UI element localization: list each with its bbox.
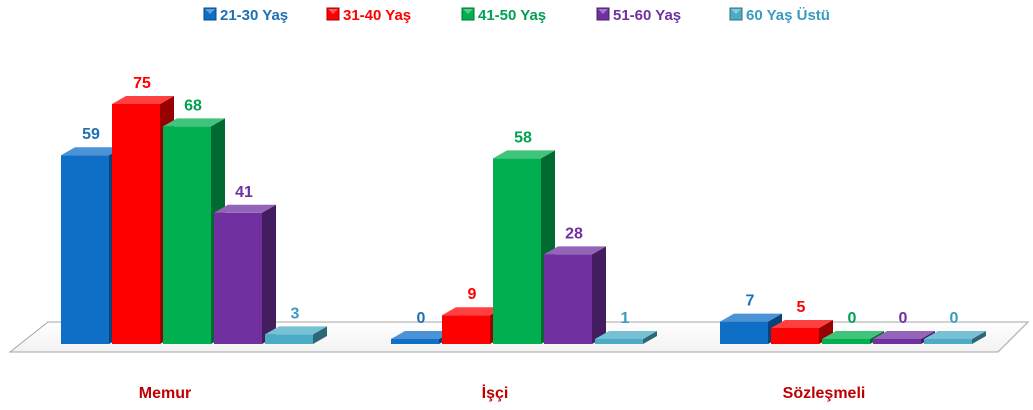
legend-item-60-yas-ustu: 60 Yaş Üstü xyxy=(729,7,830,24)
bar-isci-60-yas-ustu xyxy=(595,331,657,344)
bar-top xyxy=(391,331,453,339)
bar-top xyxy=(720,313,782,322)
data-label-isci-41-50-yas: 58 xyxy=(514,129,532,146)
bar-top xyxy=(771,320,833,328)
bar-top xyxy=(493,150,555,159)
bar-group-sozlesmeli xyxy=(720,313,986,344)
legend-item-41-50-yas: 41-50 Yaş xyxy=(461,7,546,24)
legend-item-51-60-yas: 51-60 Yaş xyxy=(596,7,681,24)
bar-side xyxy=(262,204,276,344)
data-label-sozlesmeli-31-40-yas: 5 xyxy=(797,299,806,316)
bar-front xyxy=(771,328,819,344)
bar-front xyxy=(214,212,262,344)
bar-top xyxy=(163,118,225,127)
bar-top xyxy=(595,331,657,339)
category-label-memur: Memur xyxy=(139,385,191,402)
legend-swatch-highlight xyxy=(328,9,338,14)
bar-group-isci xyxy=(391,150,657,344)
data-label-memur-41-50-yas: 68 xyxy=(184,97,202,114)
bar-front xyxy=(61,155,109,344)
bar-side xyxy=(643,331,657,344)
legend-label: 21-30 Yaş xyxy=(220,7,288,24)
bar-front xyxy=(493,158,541,344)
legend-swatch-highlight xyxy=(598,9,608,14)
bar-top xyxy=(112,96,174,104)
bar-isci-51-60-yas xyxy=(544,246,606,344)
bar-front xyxy=(924,339,972,344)
bars xyxy=(61,96,986,345)
bar-sozlesmeli-60-yas-ustu xyxy=(924,331,986,344)
bar-front xyxy=(391,339,439,344)
legend-item-21-30-yas: 21-30 Yaş xyxy=(203,7,288,24)
bar-top xyxy=(61,147,123,156)
data-label-isci-51-60-yas: 28 xyxy=(565,225,583,242)
legend-swatch-highlight xyxy=(463,9,473,14)
bar-side xyxy=(313,326,327,344)
bar-side xyxy=(972,331,986,344)
data-label-sozlesmeli-21-30-yas: 7 xyxy=(746,293,755,310)
bar-side xyxy=(592,246,606,344)
bar-front xyxy=(265,334,313,344)
category-labels: Memur İşçi Sözleşmeli xyxy=(139,384,866,402)
legend: 21-30 Yaş 31-40 Yaş 41-50 Yaş 51-60 Yaş 60 Y… xyxy=(203,7,830,24)
bar-top xyxy=(924,331,986,339)
bar-group-memur xyxy=(61,96,327,345)
bar-front xyxy=(595,339,643,344)
bar-front xyxy=(442,315,490,344)
bar-sozlesmeli-31-40-yas xyxy=(771,320,833,344)
legend-swatch-highlight xyxy=(205,9,215,14)
bar-top xyxy=(265,326,327,335)
bar-front xyxy=(112,104,160,344)
legend-item-31-40-yas: 31-40 Yaş xyxy=(326,7,411,24)
data-label-memur-31-40-yas: 75 xyxy=(133,75,151,92)
data-label-memur-51-60-yas: 41 xyxy=(235,184,253,201)
bar-front xyxy=(163,126,211,345)
bar-top xyxy=(442,307,504,316)
category-label-isci: İşçi xyxy=(482,384,509,402)
bar-top xyxy=(873,331,935,339)
bar-memur-60-yas-ustu xyxy=(265,326,327,344)
data-label-memur-21-30-yas: 59 xyxy=(82,126,100,143)
data-label-isci-31-40-yas: 9 xyxy=(468,286,477,303)
legend-label: 41-50 Yaş xyxy=(478,7,546,24)
data-label-memur-60-yas-ustu: 3 xyxy=(291,305,300,322)
bar-front xyxy=(544,254,592,344)
data-label-sozlesmeli-41-50-yas: 0 xyxy=(848,310,857,327)
legend-swatch-highlight xyxy=(731,9,741,14)
bar-front xyxy=(822,339,870,344)
bar-memur-51-60-yas xyxy=(214,204,276,344)
category-label-sozlesmeli: Sözleşmeli xyxy=(783,385,866,402)
legend-label: 60 Yaş Üstü xyxy=(746,7,830,24)
data-label-isci-21-30-yas: 0 xyxy=(417,310,426,327)
bar-top xyxy=(214,204,276,213)
bar-front xyxy=(873,339,921,344)
data-label-sozlesmeli-60-yas-ustu: 0 xyxy=(950,310,959,327)
data-label-sozlesmeli-51-60-yas: 0 xyxy=(899,310,908,327)
legend-label: 31-40 Yaş xyxy=(343,7,411,24)
bar-top xyxy=(544,246,606,255)
bar-top xyxy=(822,331,884,339)
legend-label: 51-60 Yaş xyxy=(613,7,681,24)
data-label-isci-60-yas-ustu: 1 xyxy=(621,310,630,327)
bar-front xyxy=(720,321,768,344)
